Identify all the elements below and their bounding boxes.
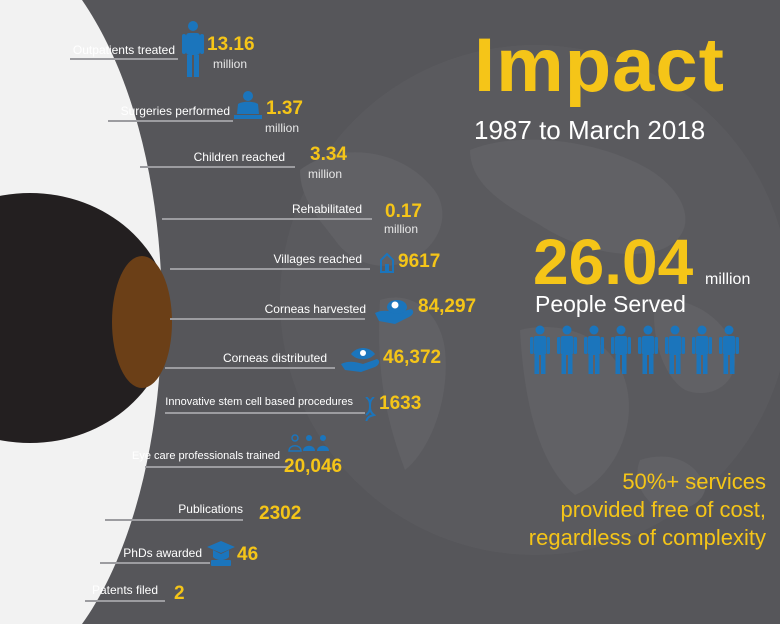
metric-label: Corneas harvested [264,302,366,316]
metric-label: Children reached [193,150,285,164]
metric-unit: million [384,222,419,236]
person-icon [611,325,631,374]
metric-label: Outpatients treated [72,43,175,57]
page-title: Impact [474,23,725,108]
metric-value: 13.16 [207,34,255,55]
person-icon [557,325,577,374]
cornea-hand-icon [375,300,414,324]
person-icon [530,325,550,374]
metric-row-publications: Publications 2302 [0,502,780,524]
metric-value: 84,297 [418,296,477,317]
note-line: 50%+ services [622,469,766,494]
person-icon [665,325,685,374]
metric-row-corneas-harvested: Corneas harvested 84,297 [0,296,780,324]
metric-row-rehabilitated: Rehabilitated 0.17 million [0,201,780,236]
metric-unit: million [213,57,248,71]
metric-row-professionals: Eye care professionals trained 20,046 [0,434,780,477]
metric-label: Innovative stem cell based procedures [165,396,353,408]
eye-hand-icon [341,348,380,372]
people-served-caption: People Served [535,291,686,317]
metric-value: 0.17 [385,201,422,222]
metric-label: PhDs awarded [123,546,202,560]
metric-row-stem-cell: Innovative stem cell based procedures 16… [0,393,780,421]
graduation-cap-icon [207,541,235,566]
metric-value: 1.37 [266,98,303,119]
metric-unit: million [308,167,343,181]
metric-value: 3.34 [310,144,347,165]
people-served-number: 26.04 [533,226,694,298]
metric-value: 2302 [259,503,302,524]
team-icon [288,434,329,452]
person-icon [182,21,204,77]
people-served-unit: million [705,271,751,288]
metric-label: Eye care professionals trained [132,450,280,462]
metric-row-patents: Patents filed 2 [0,583,780,604]
metric-row-phds: PhDs awarded 46 [0,541,780,566]
note-line: regardless of complexity [528,525,766,550]
metric-label: Villages reached [273,252,362,266]
metric-label: Patents filed [91,583,158,597]
metric-row-surgeries: Surgeries performed 1.37 million [0,91,780,135]
metric-value: 1633 [379,393,422,414]
person-icon [719,325,739,374]
globe-map-icon [280,45,780,555]
metric-row-outpatients: Outpatients treated 13.16 million [0,21,780,77]
person-icon [692,325,712,374]
metric-unit: million [265,121,300,135]
metric-label: Publications [178,502,243,516]
metric-row-villages: Villages reached 9617 [0,251,780,273]
page-subtitle: 1987 to March 2018 [474,115,706,145]
person-icon [584,325,604,374]
metric-row-corneas-distributed: Corneas distributed 46,372 [0,347,780,372]
free-services-note: 50%+ services provided free of cost, reg… [470,468,766,552]
people-icons-row [530,325,739,374]
metric-value: 2 [174,583,185,604]
metric-row-children: Children reached 3.34 million [0,144,780,181]
metric-label: Corneas distributed [222,351,327,365]
metric-value: 9617 [398,251,441,272]
note-line: provided free of cost, [560,497,766,522]
surgeon-icon [234,91,262,119]
metric-value: 20,046 [284,456,343,477]
dna-icon [365,397,376,421]
village-icon [380,252,394,273]
eye-illustration [0,0,172,624]
metric-label: Surgeries performed [120,104,230,118]
metric-value: 46 [237,544,259,565]
person-icon [638,325,658,374]
metric-value: 46,372 [383,347,442,368]
metric-label: Rehabilitated [291,202,362,216]
